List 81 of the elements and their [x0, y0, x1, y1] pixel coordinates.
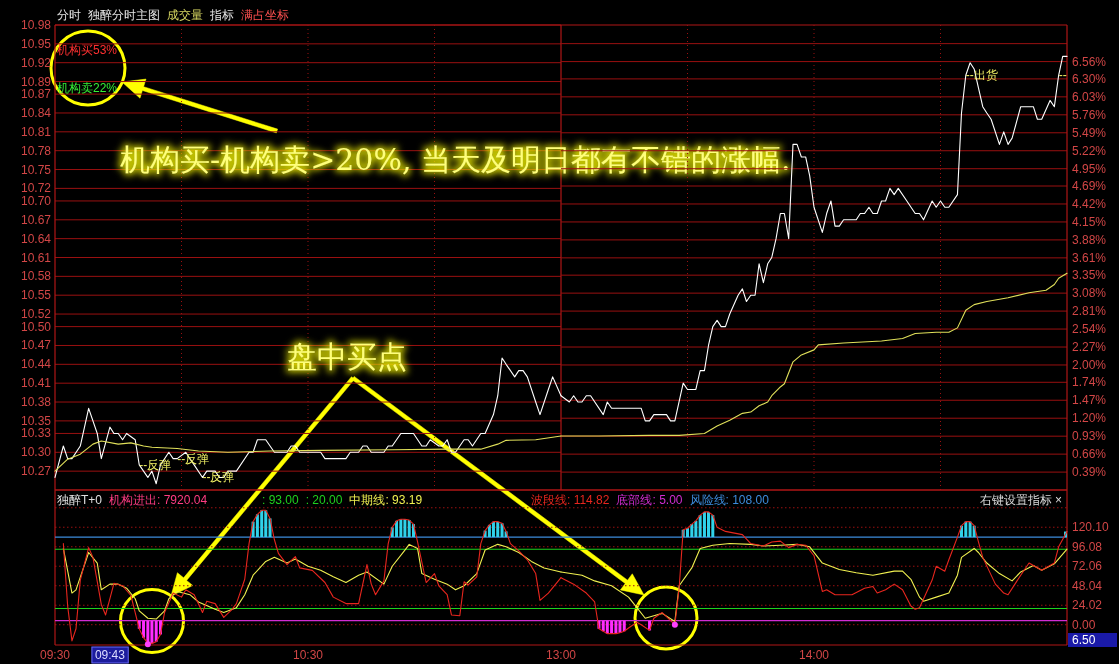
- annotation: 右键设置指标 ×: [979, 493, 1062, 507]
- y-tick-label: 10.50: [20, 319, 52, 334]
- text: 6.50: [1072, 633, 1096, 647]
- chart-title: 独醉T+0: [57, 493, 103, 507]
- y2-tick-label: 3.35%: [1072, 268, 1107, 283]
- y2-tick-label: 4.69%: [1072, 179, 1107, 194]
- y2-tick-label: 2.81%: [1072, 304, 1107, 319]
- y-tick-label: 24.02: [1072, 598, 1103, 613]
- y2-tick-label: 2.54%: [1072, 322, 1107, 337]
- x-tick-label: 10:30: [292, 648, 324, 662]
- y2-tick-label: 3.88%: [1072, 232, 1107, 247]
- y-tick-label: 48.04: [1072, 578, 1103, 593]
- y2-tick-label: 2.27%: [1072, 340, 1107, 355]
- y2-tick-label: 0.66%: [1072, 447, 1107, 462]
- annotation: 机构卖22%: [57, 81, 118, 95]
- text: 指标: [209, 8, 234, 22]
- y-tick-label: 10.89: [20, 74, 52, 89]
- y-tick-label: 10.33: [20, 426, 52, 441]
- annotation: 盘中买点: [287, 338, 407, 374]
- y-tick-label: 96.08: [1072, 539, 1103, 554]
- y-tick-label: 10.38: [20, 395, 52, 410]
- annotation: 机构进出: 7920.04: [109, 493, 208, 507]
- y-tick-label: 0.00: [1072, 617, 1096, 632]
- y-tick-label: 10.47: [20, 338, 52, 353]
- x-tick-label: 13:00: [545, 648, 577, 662]
- text: 独醉分时主图: [88, 8, 160, 22]
- annotation: 机构买53%: [57, 43, 118, 57]
- y-tick-label: 120.10: [1072, 520, 1110, 535]
- y-tick-label: 10.95: [20, 36, 52, 51]
- y2-tick-label: 4.15%: [1072, 214, 1107, 229]
- annotation: --: [1058, 68, 1067, 83]
- y-tick-label: 10.75: [20, 162, 52, 177]
- text: 满占坐标: [241, 8, 289, 22]
- y-tick-label: 10.78: [20, 143, 52, 158]
- y2-tick-label: 0.39%: [1072, 465, 1107, 480]
- annotation: 09:43: [94, 648, 126, 662]
- y2-tick-label: 2.00%: [1072, 357, 1107, 372]
- y2-tick-label: 4.42%: [1072, 196, 1107, 211]
- y2-tick-label: 6.56%: [1072, 54, 1107, 69]
- y-tick-label: 10.35: [20, 413, 52, 428]
- y2-tick-label: 4.95%: [1072, 161, 1107, 176]
- y-tick-label: 10.98: [20, 18, 52, 32]
- y2-tick-label: 6.03%: [1072, 89, 1107, 104]
- y-tick-label: 10.41: [20, 376, 52, 391]
- annotation: 机构买-机构卖>20%, 当天及明日都有不错的涨幅.: [120, 141, 791, 177]
- y-tick-label: 10.81: [20, 124, 52, 139]
- y2-tick-label: 5.49%: [1072, 125, 1107, 140]
- ref-line-label: : 93.00: [261, 493, 300, 507]
- y2-tick-label: 0.93%: [1072, 429, 1107, 444]
- x-tick-label: 09:30: [39, 648, 71, 662]
- y-tick-label: 10.44: [20, 357, 52, 372]
- y-tick-label: 10.58: [20, 269, 52, 284]
- y-tick-label: 10.87: [20, 87, 52, 102]
- y-tick-label: 72.06: [1072, 559, 1103, 574]
- y2-tick-label: 1.47%: [1072, 393, 1107, 408]
- y-tick-label: 10.67: [20, 212, 52, 227]
- y-tick-label: 10.52: [20, 307, 52, 322]
- y2-tick-label: 6.30%: [1072, 71, 1107, 86]
- y-tick-label: 10.72: [20, 181, 52, 196]
- annotation: --反弹: [202, 470, 235, 485]
- y2-tick-label: 1.20%: [1072, 411, 1107, 426]
- y2-tick-label: 5.76%: [1072, 107, 1107, 122]
- y-tick-label: 10.70: [20, 193, 52, 208]
- y2-tick-label: 3.08%: [1072, 286, 1107, 301]
- y-tick-label: 10.55: [20, 288, 52, 303]
- y2-tick-label: 3.61%: [1072, 250, 1107, 265]
- y-tick-label: 10.27: [20, 464, 52, 479]
- ref-line-label: 底部线: 5.00: [616, 493, 683, 507]
- y-tick-label: 10.84: [20, 105, 52, 120]
- x-tick-label: 14:00: [798, 648, 830, 662]
- text: 成交量: [167, 8, 203, 22]
- ref-line-label: 风险线: 108.00: [689, 493, 770, 507]
- y-tick-label: 10.61: [20, 250, 52, 265]
- text: 分时: [57, 8, 81, 22]
- text: 波段线: 114.82: [530, 493, 610, 507]
- ref-line-label: : 20.00: [305, 493, 343, 507]
- y2-tick-label: 1.74%: [1072, 375, 1107, 390]
- text: 中期线: 93.19: [349, 493, 423, 507]
- y-tick-label: 10.64: [20, 231, 52, 246]
- y-tick-label: 10.30: [20, 445, 52, 460]
- y2-tick-label: 5.22%: [1072, 143, 1107, 158]
